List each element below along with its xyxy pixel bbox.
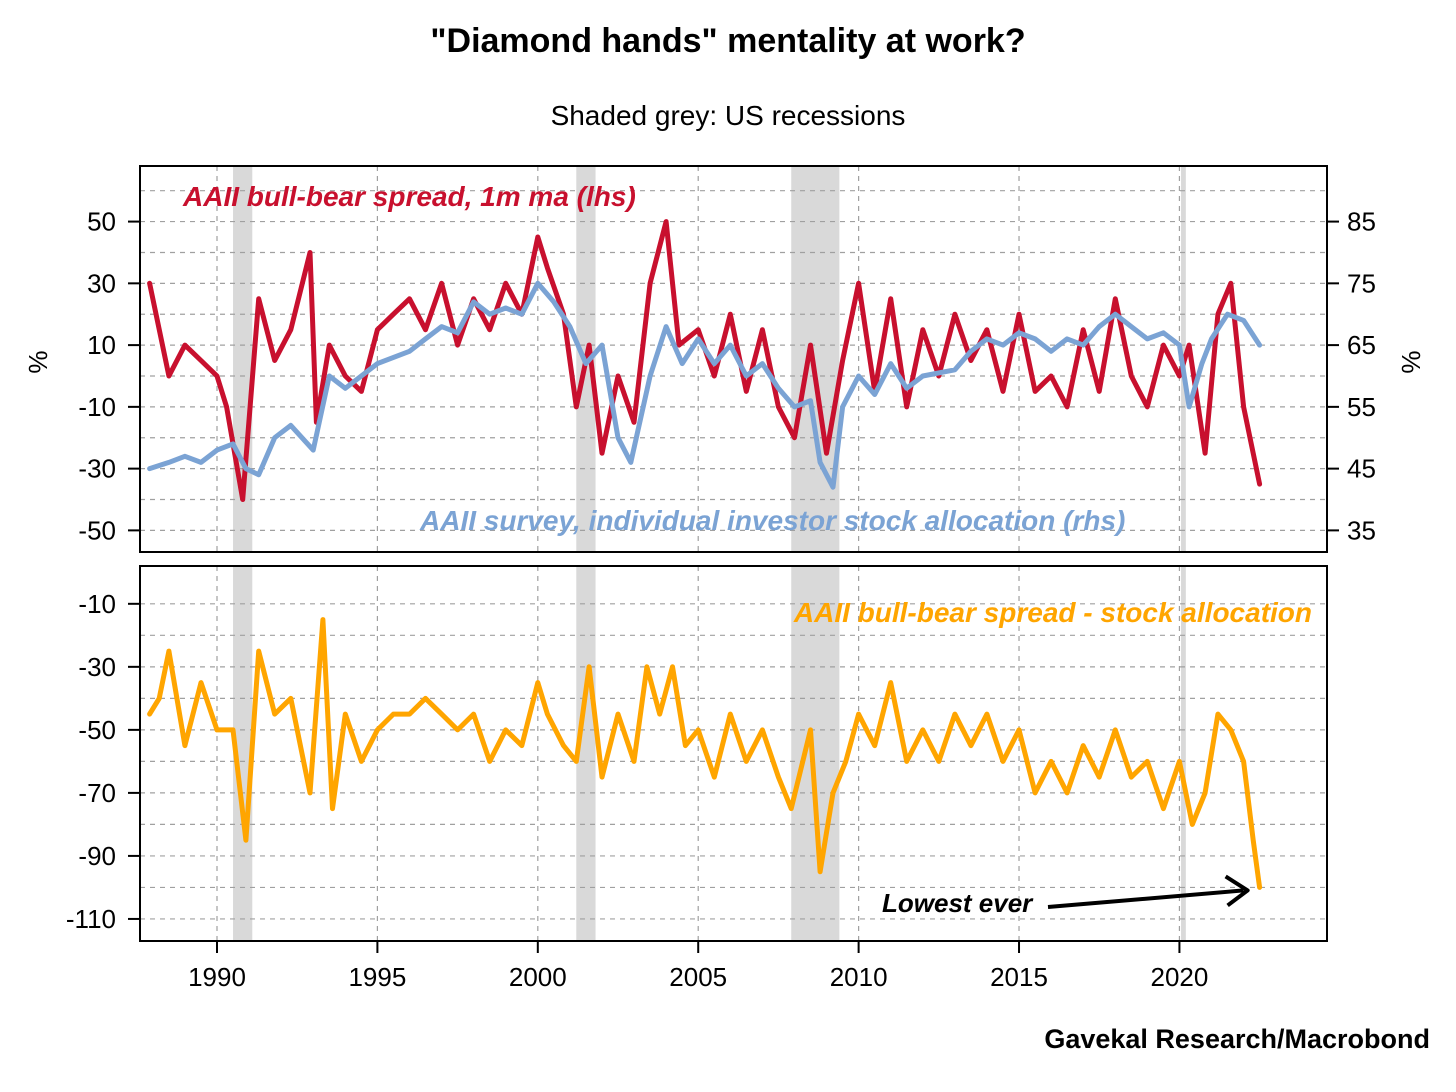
top-panel: 50 30 10 -10 -30 -50 85 75 65 55 45 35 % % AAII bul… — [23, 165, 1426, 553]
left-tick-label: -50 — [78, 515, 116, 545]
left-tick-label: -10 — [78, 392, 116, 422]
lowest-ever-annotation: Lowest ever — [882, 888, 1034, 918]
top-plot-frame — [139, 165, 1328, 553]
bottom-series-group — [147, 617, 1263, 890]
x-tick-label: 1990 — [188, 962, 246, 992]
bottom-plot-frame — [139, 565, 1328, 942]
right-tick-label: 75 — [1347, 268, 1376, 298]
left-tick-label: -30 — [78, 652, 116, 682]
difference-series-line — [147, 617, 1263, 890]
bottom-panel: -10 -30 -50 -70 -90 -110 1990 1995 2000 2005 2010 2… — [66, 565, 1328, 992]
x-tick-label: 1995 — [348, 962, 406, 992]
x-tick-label: 2010 — [830, 962, 888, 992]
recession-band-3 — [1181, 566, 1186, 941]
x-tick-label: 2015 — [990, 962, 1048, 992]
x-tick-label: 2005 — [669, 962, 727, 992]
x-tick-label: 2000 — [509, 962, 567, 992]
arrow-head — [1224, 874, 1250, 908]
lowest-ever-arrow — [1047, 874, 1250, 909]
top-gridlines — [140, 166, 1327, 552]
left-tick-label: -70 — [78, 778, 116, 808]
allocation-series-label: AAII survey, individual investor stock a… — [419, 505, 1125, 536]
top-left-axis-label: % — [23, 350, 53, 373]
recession-band-2 — [791, 566, 840, 941]
right-tick-label: 45 — [1347, 454, 1376, 484]
recession-band-0 — [233, 566, 253, 941]
left-tick-label: 10 — [87, 330, 116, 360]
x-tick-label: 2020 — [1151, 962, 1209, 992]
recession-band-2 — [791, 166, 840, 552]
left-tick-label: -90 — [78, 841, 116, 871]
left-tick-label: 50 — [87, 207, 116, 237]
top-series-group — [147, 219, 1263, 502]
right-tick-label: 55 — [1347, 392, 1376, 422]
right-tick-label: 65 — [1347, 330, 1376, 360]
right-tick-label: 35 — [1347, 515, 1376, 545]
chart-subtitle: Shaded grey: US recessions — [550, 100, 906, 131]
top-axes: 50 30 10 -10 -30 -50 85 75 65 55 45 35 — [78, 207, 1376, 546]
arrow-shaft — [1047, 888, 1244, 909]
source-note: Gavekal Research/Macrobond — [1044, 1024, 1430, 1054]
left-tick-label: 30 — [87, 268, 116, 298]
left-tick-label: -30 — [78, 454, 116, 484]
difference-series-label: AAII bull-bear spread - stock allocation — [793, 597, 1312, 628]
right-tick-label: 85 — [1347, 207, 1376, 237]
left-tick-label: -10 — [78, 589, 116, 619]
left-tick-label: -50 — [78, 715, 116, 745]
left-tick-label: -110 — [66, 904, 116, 934]
top-right-axis-label: % — [1396, 350, 1426, 373]
chart-title: "Diamond hands" mentality at work? — [430, 22, 1026, 60]
bottom-recession-shading — [233, 566, 1186, 941]
spread-series-line — [147, 219, 1263, 502]
bottom-axes: -10 -30 -50 -70 -90 -110 1990 1995 2000 2005 2010 2… — [66, 589, 1208, 992]
recession-band-1 — [576, 566, 596, 941]
spread-series-label: AAII bull-bear spread, 1m ma (lhs) — [182, 181, 636, 212]
